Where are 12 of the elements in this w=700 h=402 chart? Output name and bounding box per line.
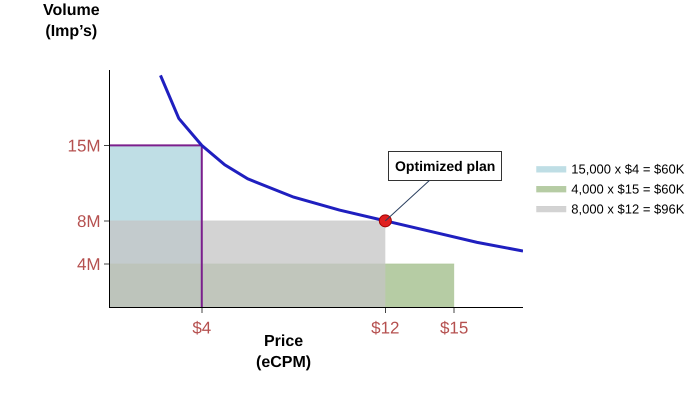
legend-label: 4,000 x $15 = $60K: [571, 181, 685, 196]
x-tick-label: $4: [192, 318, 212, 338]
y-tick-label: 15M: [68, 136, 101, 156]
x-axis-title: Price (eCPM): [256, 333, 312, 371]
y-axis-title: Volume (Imp’s): [43, 2, 100, 40]
annotation: Optimized plan: [395, 158, 496, 174]
x-tick-label: $15: [440, 318, 468, 338]
x-tick-label: $12: [371, 318, 400, 338]
legend-label: 8,000 x $12 = $96K: [571, 201, 685, 216]
legend-label: 15,000 x $4 = $60K: [571, 162, 685, 177]
y-tick-label: 8M: [76, 212, 101, 231]
y-tick-label: 4M: [76, 254, 101, 274]
